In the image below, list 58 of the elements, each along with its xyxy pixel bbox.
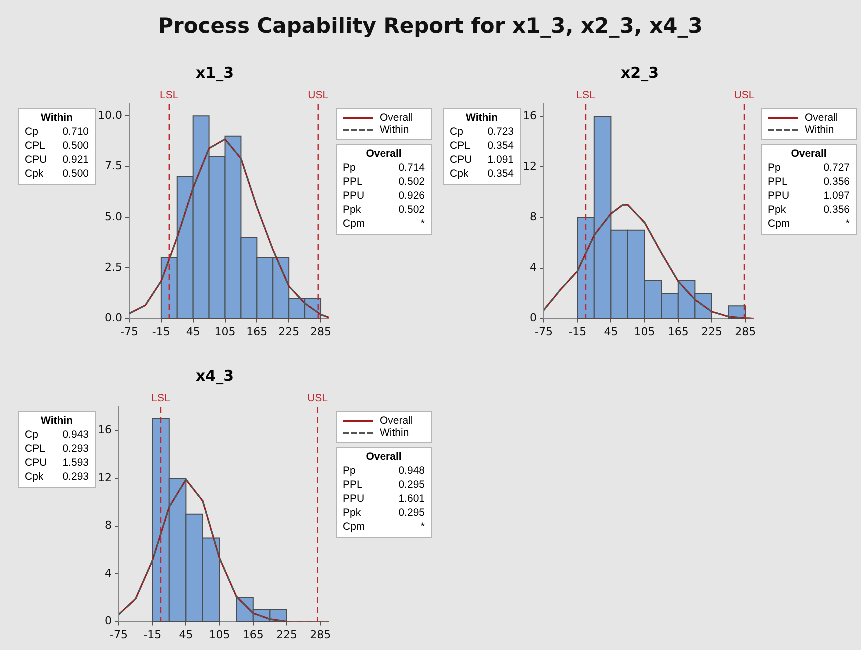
y-tick-label: 2.5	[104, 261, 122, 274]
ref-line-label: LSL	[160, 90, 179, 102]
legend-label: Overall	[380, 415, 414, 427]
ref-line-label: LSL	[576, 90, 596, 102]
y-tick-label: 4	[104, 566, 112, 580]
x-tick-label: 105	[209, 628, 230, 642]
chart-subtitle: x2_3	[620, 64, 660, 82]
x-tick-label: 105	[214, 325, 236, 338]
y-tick-label: 8	[530, 210, 537, 224]
x-tick-label: 285	[310, 628, 332, 642]
y-tick-label: 12	[98, 471, 112, 484]
y-tick-label: 7.5	[104, 160, 122, 173]
ref-line-label: USL	[734, 90, 755, 102]
text: Within Cp 0.943 CPL 0.293 CPU 1.593 Cpk 0.293	[25, 415, 89, 483]
chart-subtitle: x4_3	[194, 367, 236, 385]
x-tick-label: 45	[604, 325, 618, 338]
x-tick-label: -15	[152, 325, 170, 338]
x-tick-label: 225	[278, 325, 300, 338]
x-tick-label: 225	[702, 325, 722, 338]
x-tick-label: 165	[668, 325, 689, 338]
text: Within Cp 0.710 CPL 0.500 CPU 0.921 Cpk 0.500	[25, 112, 89, 180]
y-tick-label: 0	[530, 312, 537, 325]
y-tick-label: 5.0	[104, 210, 122, 224]
y-tick-label: 16	[522, 109, 537, 122]
y-tick-label: 12	[522, 160, 537, 174]
y-tick-label: 0.0	[104, 312, 122, 325]
x-tick-label: -75	[535, 325, 553, 338]
text: Overall Pp 0.714 PPL 0.502 PPU 0.926 Ppk 0.502 Cpm *	[343, 148, 425, 230]
legend-label: Within	[380, 124, 410, 136]
text: Overall Pp 0.727 PPL 0.356 PPU 1.097 Ppk 0.356 Cpm *	[768, 148, 850, 230]
y-tick-label: 8	[104, 519, 112, 532]
x-tick-label: 165	[246, 325, 268, 338]
legend-label: Overall	[380, 112, 414, 124]
legend-label: Within	[805, 124, 834, 136]
chart-subtitle: x1_3	[194, 64, 236, 82]
legend-label: Within	[380, 427, 410, 439]
x-tick-label: -75	[120, 325, 138, 338]
legend-label: Overall	[805, 112, 838, 124]
x-tick-label: -15	[144, 628, 162, 642]
y-tick-label: 16	[98, 424, 112, 437]
x-tick-label: 285	[310, 325, 332, 338]
ref-line-label: USL	[308, 392, 328, 405]
x-tick-label: 225	[276, 628, 298, 642]
x-tick-label: -75	[110, 628, 128, 642]
x-tick-label: 45	[186, 325, 200, 338]
ref-line-label: USL	[308, 90, 329, 102]
x-tick-label: 105	[634, 325, 656, 338]
x-tick-label: 285	[735, 325, 756, 338]
text: Within Cp 0.723 CPL 0.354 CPU 1.091 Cpk 0.354	[450, 112, 514, 180]
x-tick-label: 165	[242, 628, 264, 642]
y-tick-label: 4	[530, 261, 537, 274]
text: Overall Pp 0.948 PPL 0.295 PPU 1.601 Ppk 0.295 Cpm *	[343, 451, 425, 533]
x-tick-label: 45	[179, 628, 194, 642]
text: Process Capability Report for x1_3, x2_3, x4_3	[157, 14, 704, 38]
x-tick-label: -15	[568, 325, 587, 338]
y-tick-label: 0	[104, 614, 112, 628]
y-tick-label: 10.0	[98, 109, 122, 122]
ref-line-label: LSL	[152, 392, 170, 405]
